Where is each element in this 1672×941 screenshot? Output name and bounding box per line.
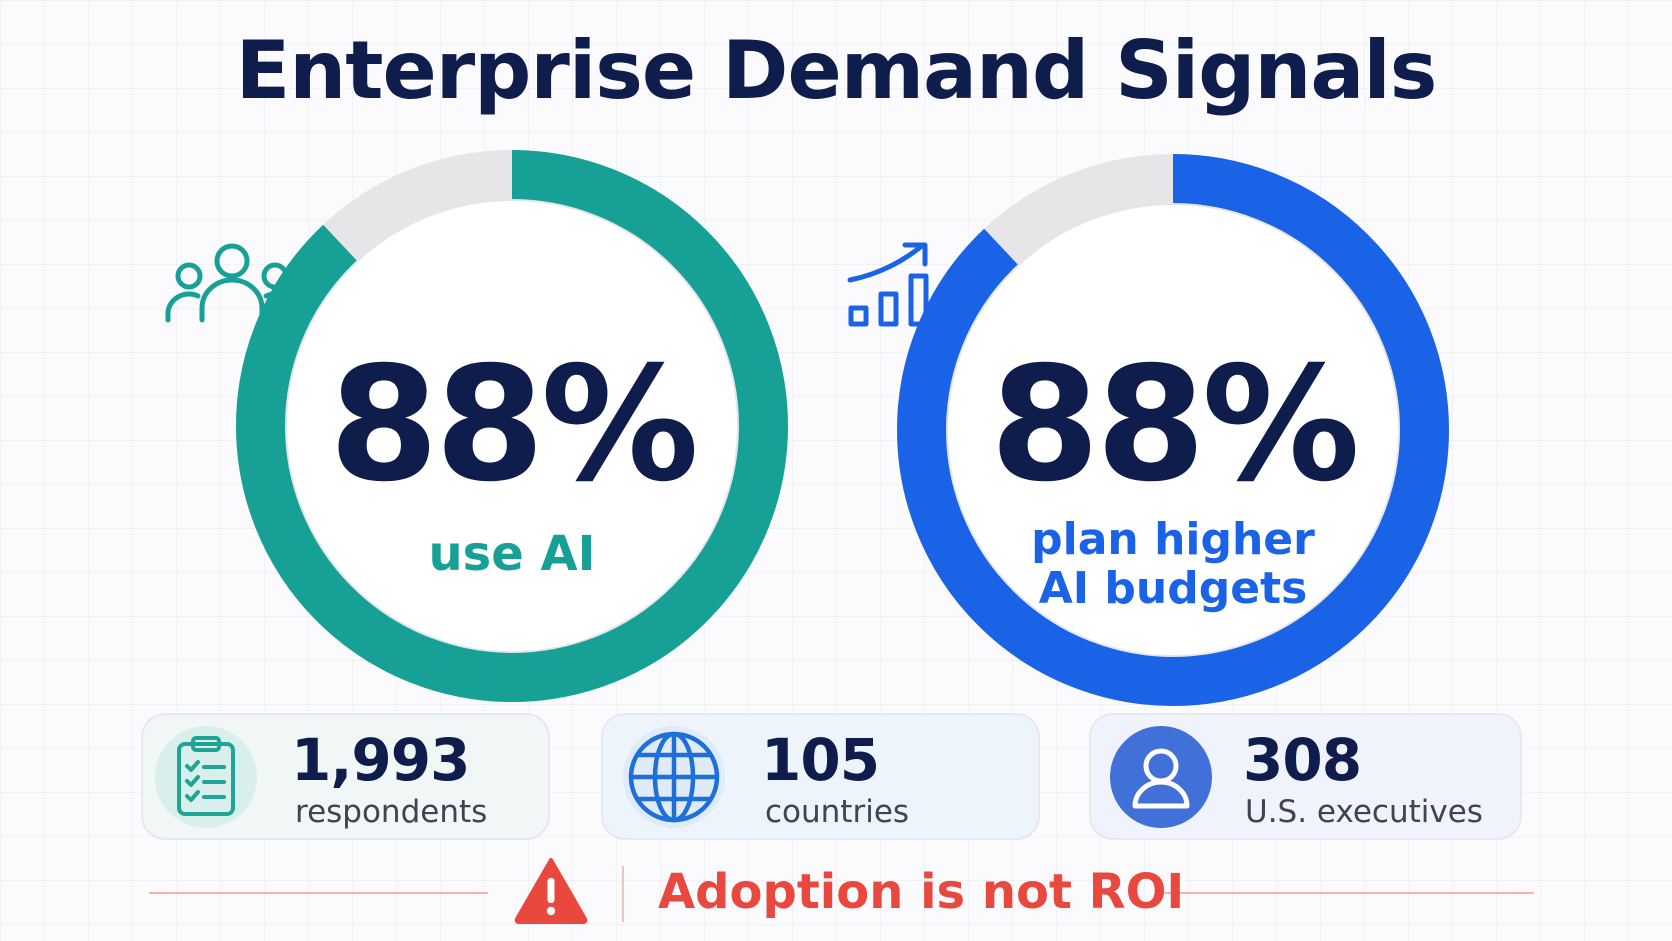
gauge-ring — [236, 150, 788, 702]
growth-chart-icon — [847, 242, 929, 327]
stat-card-countries: 105 countries — [601, 713, 1040, 840]
stat-label: countries — [765, 794, 910, 830]
callout-separator — [622, 866, 624, 922]
divider-right — [1158, 892, 1534, 894]
stat-card-respondents: 1,993 respondents — [141, 713, 550, 840]
gauge-label-line: AI budgets — [1038, 563, 1308, 615]
gauge-progress-arc — [897, 154, 1449, 706]
gauge-higher-ai-budgets: 88% plan higher AI budgets — [847, 150, 1453, 710]
stat-label: U.S. executives — [1245, 794, 1483, 830]
stat-number: 1,993 — [291, 726, 470, 794]
warning-triangle-icon — [514, 858, 588, 924]
gauge-label: use AI — [292, 526, 732, 582]
gauge-label-line: plan higher — [1031, 514, 1315, 565]
gauge-use-ai: 88% use AI — [165, 146, 792, 706]
callout-text: Adoption is not ROI — [658, 864, 1185, 920]
user-icon — [1132, 748, 1190, 809]
stat-label: respondents — [295, 794, 488, 830]
stat-number: 105 — [761, 726, 880, 794]
stat-number: 308 — [1243, 726, 1362, 794]
gauge-value: 88% — [328, 333, 699, 517]
gauge-value: 88% — [989, 333, 1360, 517]
gauge-label: plan higher AI budgets — [953, 515, 1393, 614]
stat-card-us-executives: 308 U.S. executives — [1089, 713, 1522, 840]
clipboard-checklist-icon — [177, 736, 235, 816]
page-title: Enterprise Demand Signals — [235, 24, 1438, 117]
gauge-ring — [897, 154, 1449, 706]
gauge-label-line: use AI — [428, 526, 596, 582]
divider-left — [149, 892, 488, 894]
people-group-icon — [165, 243, 299, 323]
globe-icon — [628, 731, 720, 823]
gauge-progress-arc — [236, 150, 788, 702]
